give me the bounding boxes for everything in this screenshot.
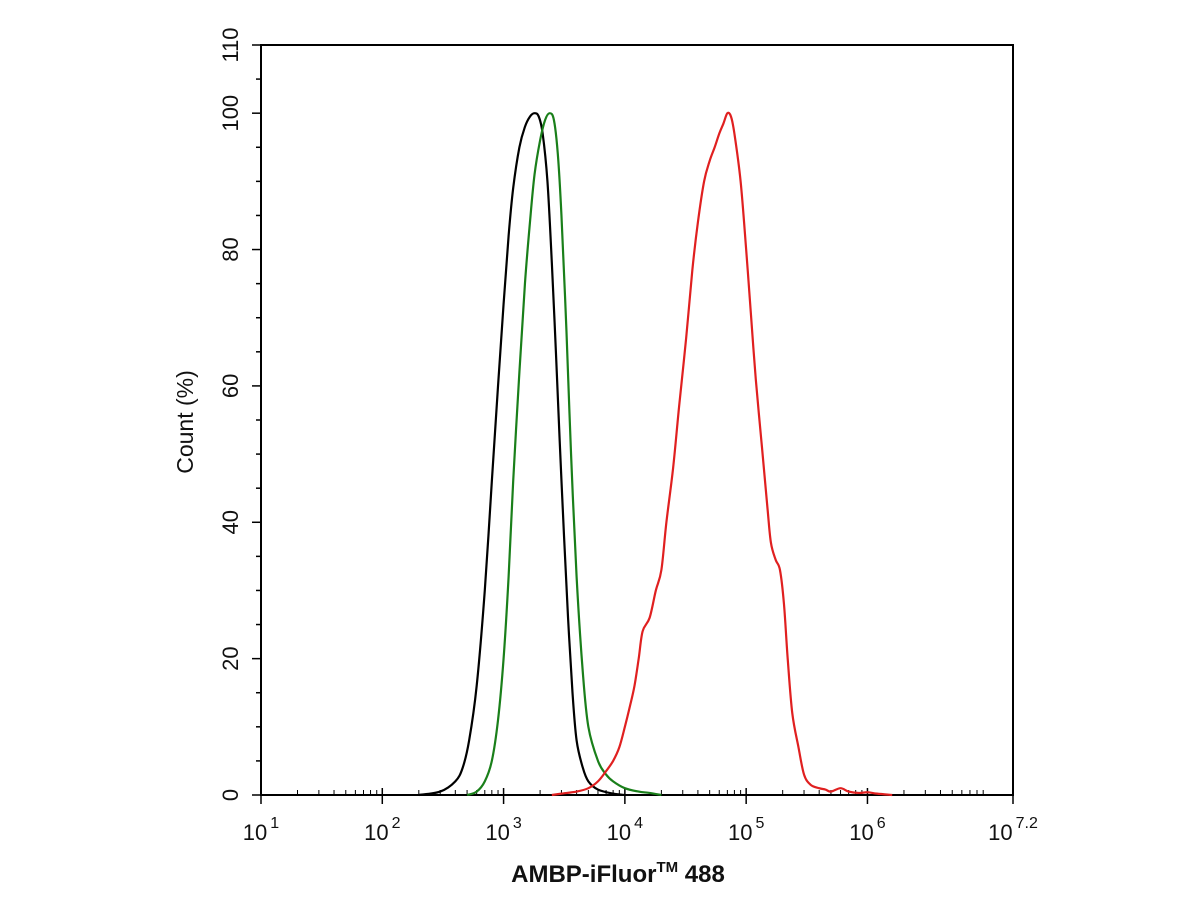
- y-tick-label: 60: [218, 374, 243, 398]
- x-tick-label: 10 3: [485, 815, 521, 845]
- x-tick-base: 10: [485, 820, 509, 845]
- x-tick-exponent: 4: [634, 815, 643, 832]
- series-line-3: [551, 111, 893, 797]
- y-tick-label: 40: [218, 510, 243, 534]
- x-tick-label: 10 7.2: [988, 815, 1038, 845]
- x-axis-title-main: AMBP-iFluor: [511, 861, 656, 888]
- x-tick-exponent: 5: [755, 815, 764, 832]
- x-tick-base: 10: [728, 820, 752, 845]
- x-tick-base: 10: [988, 820, 1012, 845]
- x-tick-exponent: 3: [513, 815, 522, 832]
- x-tick-base: 10: [607, 820, 631, 845]
- series-layer: [418, 111, 893, 797]
- x-tick-exponent: 6: [877, 815, 886, 832]
- x-tick-label: 10 2: [364, 815, 400, 845]
- x-tick-exponent: 2: [392, 815, 401, 832]
- y-tick-label: 100: [218, 95, 243, 132]
- y-tick-label: 20: [218, 646, 243, 670]
- x-axis-title-superscript: TM: [656, 859, 678, 876]
- x-tick-exponent: 7.2: [1016, 815, 1038, 832]
- x-tick-base: 10: [364, 820, 388, 845]
- series-line-1: [418, 112, 625, 797]
- x-axis-title: AMBP-iFluorTM 488: [511, 859, 725, 888]
- x-tick-base: 10: [243, 820, 267, 845]
- x-tick-label: 10 6: [849, 815, 885, 845]
- y-axis: 0 20 40 60 80 100 110: [218, 27, 261, 801]
- y-tick-label: 0: [218, 789, 243, 801]
- plot-frame: [260, 44, 1014, 796]
- x-tick-label: 10 5: [728, 815, 764, 845]
- x-axis-title-suffix: 488: [678, 861, 725, 888]
- x-tick-label: 10 1: [243, 815, 279, 845]
- y-tick-label: 110: [218, 27, 243, 62]
- x-tick-exponent: 1: [270, 815, 279, 832]
- x-axis: 10 1 10 2 10 3 10 4 10 5 10 6 10 7.2: [243, 788, 1038, 845]
- y-tick-label: 80: [218, 237, 243, 261]
- x-tick-label: 10 4: [607, 815, 643, 845]
- x-tick-base: 10: [849, 820, 873, 845]
- y-axis-title: Count (%): [172, 370, 198, 474]
- plot-border: [260, 44, 1014, 796]
